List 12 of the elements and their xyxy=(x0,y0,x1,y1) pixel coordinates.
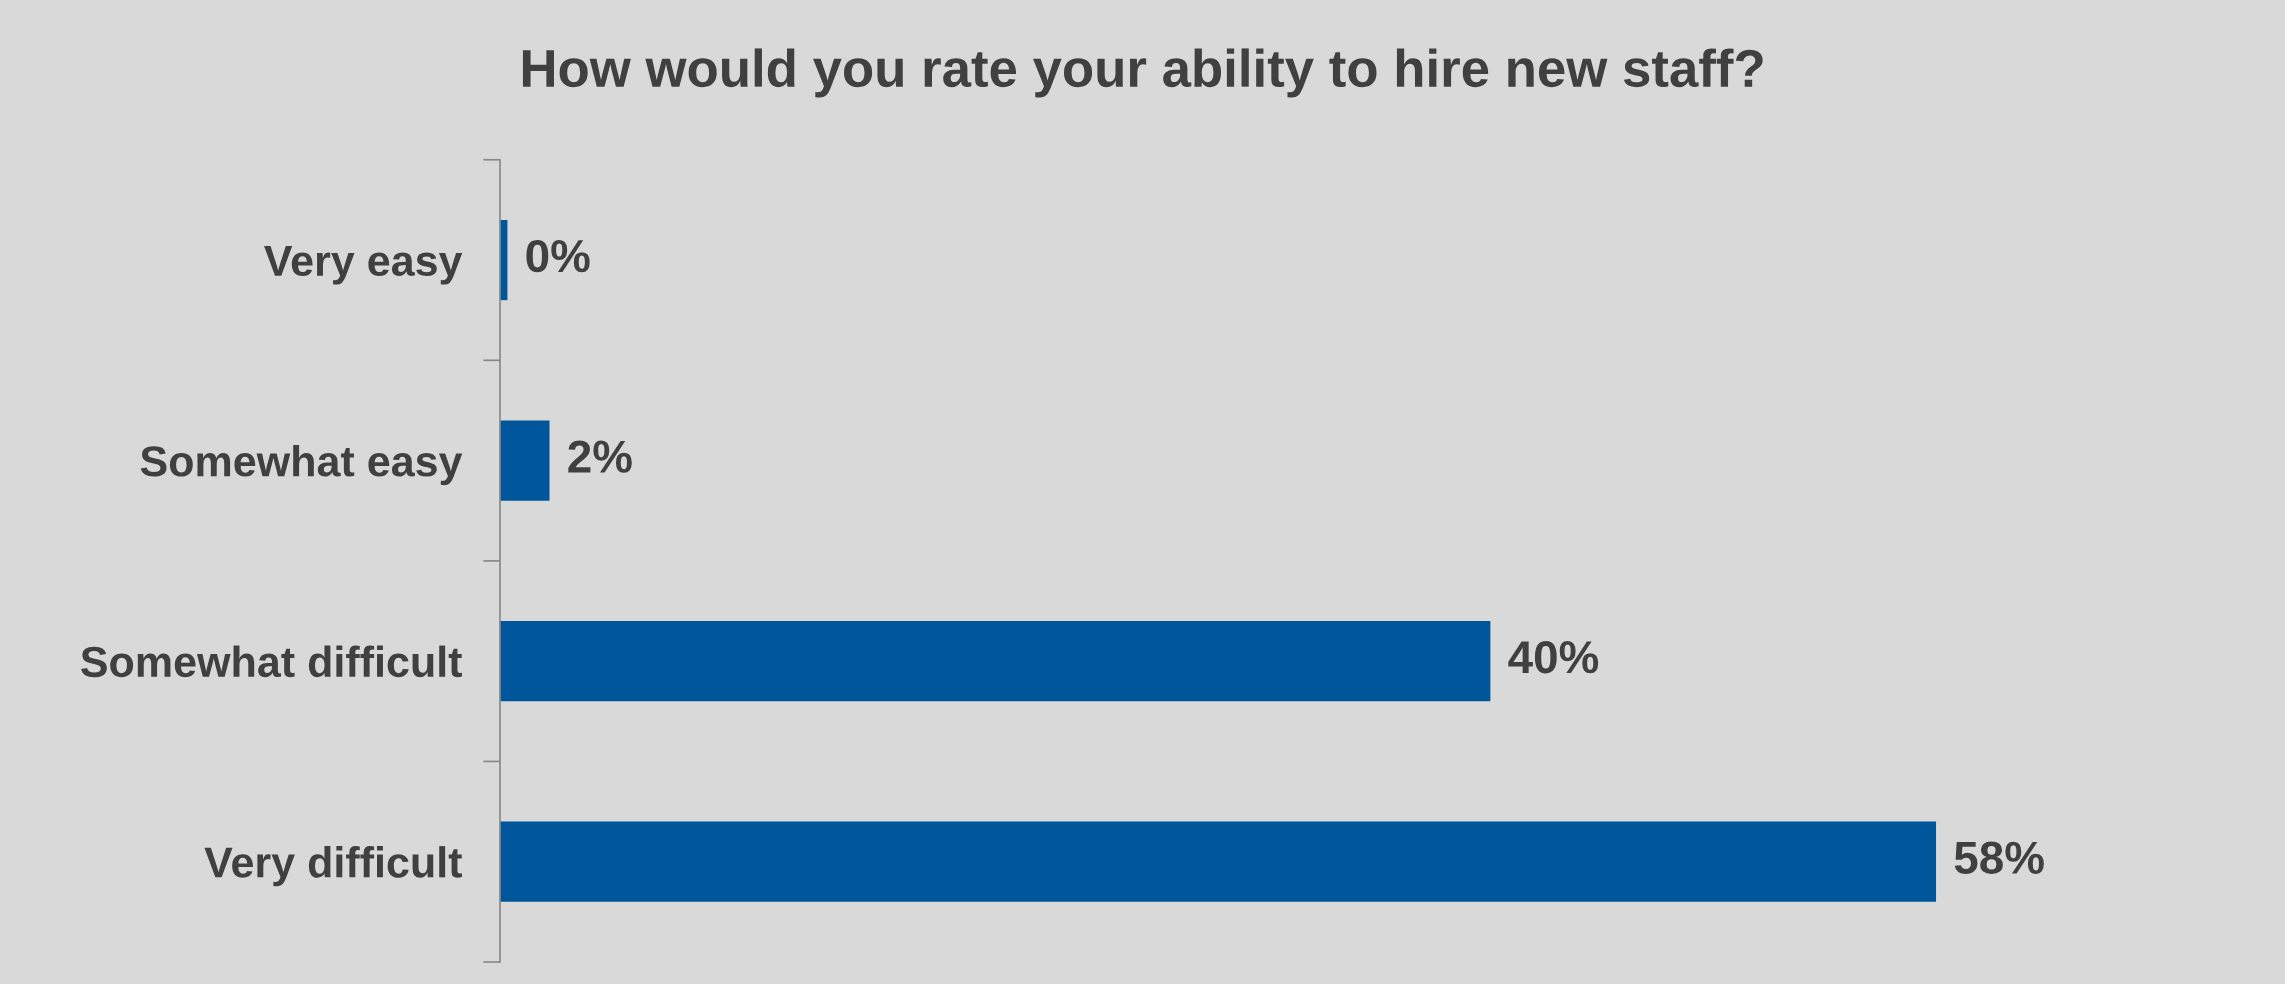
bar xyxy=(500,621,1491,702)
chart-title: How would you rate your ability to hire new staff? xyxy=(522,48,1763,98)
y-tick-label: Somewhat easy xyxy=(140,445,463,486)
y-tick-label: Very difficult xyxy=(204,846,462,887)
y-tick-label: Somewhat difficult xyxy=(81,645,462,678)
bar xyxy=(500,420,550,501)
data-label: 2% xyxy=(568,440,632,473)
y-tick-label: Very easy xyxy=(264,246,463,285)
data-label: 40% xyxy=(1508,641,1599,674)
bar xyxy=(500,821,1937,902)
data-label: 58% xyxy=(1954,841,2044,875)
data-label: 0% xyxy=(526,239,590,273)
